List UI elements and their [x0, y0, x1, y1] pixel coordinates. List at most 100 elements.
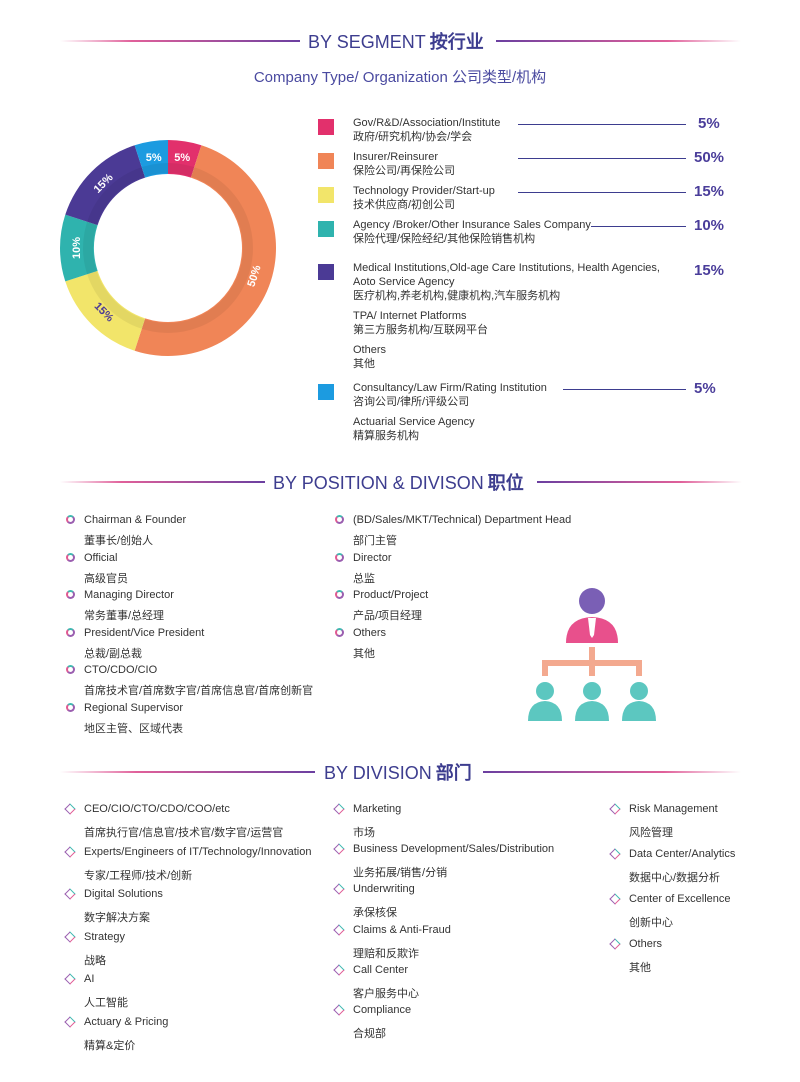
legend-swatch	[318, 264, 334, 280]
item-label-cn: 总监	[353, 572, 375, 585]
segment-extra-en: Actuarial Service Agency	[353, 416, 475, 428]
item-label-en: Digital Solutions	[84, 888, 163, 901]
legend-percent: 5%	[698, 115, 720, 132]
item-label-cn: 专家/工程师/技术/创新	[84, 869, 193, 882]
legend-leader-line	[518, 124, 686, 125]
item-label-cn: 产品/项目经理	[353, 610, 423, 623]
donut-slice	[60, 214, 98, 282]
item-label-cn: 数字解决方案	[84, 912, 150, 925]
item-label-cn: 市场	[353, 827, 375, 839]
item-label-en: Managing Director	[84, 589, 174, 602]
legend-percent: 50%	[694, 149, 725, 166]
segment-extra-cn: 其他	[353, 358, 375, 370]
item-label-cn: 创新中心	[629, 917, 673, 929]
item-label-cn: 数据中心/数据分析	[629, 872, 721, 884]
item-label-cn: 其他	[353, 647, 375, 660]
item-label-en: Center of Excellence	[629, 893, 731, 905]
legend-label-en: Technology Provider/Start-up	[353, 185, 495, 197]
position-heading: BY POSITION & DIVISON 职位	[0, 466, 800, 496]
ring-bullet-icon	[66, 552, 75, 562]
diamond-bullet-icon	[64, 803, 76, 815]
item-label-en: Business Development/Sales/Distribution	[353, 843, 555, 856]
position-heading-cn: 职位	[487, 473, 524, 493]
ring-bullet-icon	[66, 665, 75, 675]
ring-bullet-icon	[335, 627, 344, 637]
diamond-bullet-icon	[609, 893, 621, 905]
diamond-bullet-icon	[64, 931, 76, 943]
legend-swatch	[318, 119, 334, 135]
item-label-en: CTO/CDO/CIO	[84, 664, 158, 677]
item-label-en: Marketing	[353, 803, 402, 815]
diamond-bullet-icon	[609, 803, 621, 815]
ring-bullet-icon	[66, 590, 75, 600]
legend-leader-line	[518, 158, 686, 159]
item-label-cn: 理赔和反欺诈	[353, 947, 419, 960]
item-label-en: Experts/Engineers of IT/Technology/Innov…	[84, 845, 312, 858]
item-label-en: AI	[84, 973, 95, 986]
item-label-cn: 客户服务中心	[353, 987, 419, 1000]
division-heading-en: BY DIVISION	[324, 763, 432, 783]
item-label-en: Chairman & Founder	[84, 514, 187, 526]
donut-slice	[65, 145, 146, 226]
segment-heading-cn: 按行业	[429, 32, 484, 52]
legend-label-cn: 医疗机构,养老机构,健康机构,汽车服务机构	[353, 290, 561, 302]
item-label-cn: 总裁/副总裁	[84, 647, 143, 660]
diamond-bullet-icon	[333, 803, 345, 815]
ring-bullet-icon	[66, 627, 75, 637]
segment-extra-en: Others	[353, 344, 387, 356]
legend-leader-line	[591, 226, 686, 227]
item-label-en: Others	[353, 626, 387, 639]
legend-swatch	[318, 187, 334, 203]
item-label-en: Strategy	[84, 930, 125, 943]
item-label-cn: 董事长/创始人	[84, 535, 154, 547]
diamond-bullet-icon	[333, 923, 345, 936]
legend-label-en: Insurer/Reinsurer	[353, 151, 438, 163]
segment-extra-tpa: TPA/ Internet Platforms 第三方服务机构/互联网平台	[353, 309, 488, 337]
legend-leader-line	[563, 389, 686, 390]
donut-slice	[65, 270, 146, 351]
segment-extra-others: Others 其他	[353, 343, 386, 371]
segment-extra-actuarial: Actuarial Service Agency 精算服务机构	[353, 415, 475, 443]
legend-label-cn: 技术供应商/初创公司	[353, 199, 456, 211]
item-label-cn: 常务董事/总经理	[84, 610, 165, 623]
donut-slice	[134, 145, 276, 357]
ring-bullet-icon	[335, 590, 344, 600]
legend-label-cn: 保险公司/再保险公司	[353, 165, 456, 177]
diamond-bullet-icon	[64, 973, 76, 986]
item-label-en: Regional Supervisor	[84, 702, 184, 714]
legend-percent: 10%	[694, 217, 725, 234]
item-label-en: Official	[84, 551, 118, 564]
donut-slice	[134, 140, 168, 178]
ring-bullet-icon	[335, 515, 344, 524]
item-label-en: President/Vice President	[84, 626, 205, 639]
legend-percent: 15%	[694, 262, 725, 279]
item-label-cn: 业务拓展/销售/分销	[353, 867, 448, 880]
item-label-cn: 合规部	[353, 1028, 386, 1040]
ring-bullet-icon	[66, 515, 75, 524]
legend-label-en: Medical Institutions,Old-age Care Instit…	[353, 262, 660, 274]
division-heading: BY DIVISION 部门	[0, 756, 800, 786]
legend-label-en: Gov/R&D/Association/Institute	[353, 117, 501, 129]
item-label-en: Compliance	[353, 1004, 412, 1016]
item-label-en: Claims & Anti-Fraud	[353, 923, 451, 936]
org-chart-icon	[528, 588, 656, 721]
item-label-en: Director	[353, 551, 392, 564]
segment-extra-cn: 精算服务机构	[353, 430, 419, 442]
item-label-cn: 精算&定价	[84, 1040, 136, 1052]
segment-heading: BY SEGMENT 按行业	[0, 25, 800, 55]
legend-label-en-line2: Aoto Service Agency	[353, 276, 455, 288]
legend-swatch	[318, 384, 334, 400]
donut-slice-label: 5%	[146, 152, 162, 164]
item-label-en: Others	[629, 938, 663, 950]
item-label-cn: 风险管理	[629, 827, 673, 839]
diamond-bullet-icon	[64, 888, 76, 900]
item-label-en: Risk Management	[629, 803, 718, 815]
donut-slice-label: 5%	[174, 152, 190, 164]
segment-extra-cn: 第三方服务机构/互联网平台	[353, 324, 489, 336]
legend-label-en: Consultancy/Law Firm/Rating Institution	[353, 382, 547, 394]
item-label-cn: 地区主管、区域代表	[84, 723, 183, 735]
legend-swatch	[318, 221, 334, 237]
diamond-bullet-icon	[333, 883, 345, 896]
legend-percent: 15%	[694, 183, 725, 200]
diamond-bullet-icon	[64, 1016, 76, 1028]
